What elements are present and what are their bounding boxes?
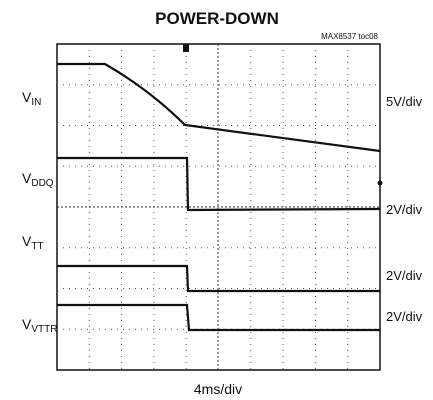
label-main: V — [22, 233, 32, 249]
channel-label: VVTTR — [22, 316, 57, 335]
channel-scales: 5V/div 2V/div 2V/div 2V/div — [386, 94, 423, 324]
channel-scale: 5V/div — [386, 94, 423, 109]
channel-scale: 2V/div — [386, 309, 423, 324]
graticule — [56, 43, 381, 371]
trace-vddq — [57, 156, 381, 212]
channel-labels: VIN VDDQ VTT VVTTR — [22, 89, 57, 335]
label-main: V — [22, 316, 32, 332]
channel-scale: 2V/div — [386, 268, 423, 283]
trigger-marker — [183, 44, 189, 52]
channel-label: VTT — [22, 233, 44, 252]
label-sub: DDQ — [31, 178, 53, 189]
label-sub: TT — [31, 241, 43, 252]
channel-scale: 2V/div — [386, 202, 423, 217]
trace-vtt — [57, 264, 380, 293]
reference: MAX8537 toc08 — [321, 32, 378, 41]
trace-vin — [57, 62, 381, 153]
trace-vvttr — [57, 303, 380, 332]
label-sub: VTTR — [31, 324, 57, 335]
channel-label: VDDQ — [22, 170, 54, 189]
title: POWER-DOWN — [155, 9, 279, 28]
label-main: V — [22, 170, 32, 186]
label-sub: IN — [31, 97, 41, 108]
channel-label: VIN — [22, 89, 41, 108]
time-scale: 4ms/div — [194, 381, 242, 397]
level-marker — [377, 180, 383, 186]
label-main: V — [22, 89, 32, 105]
